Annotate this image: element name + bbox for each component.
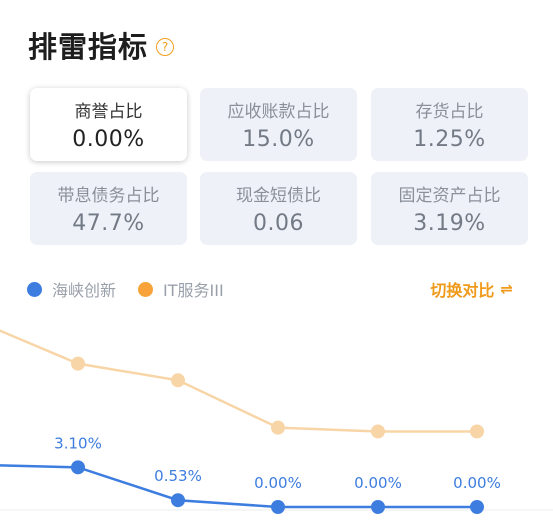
switch-compare-button[interactable]: 切换对比 ⇌ bbox=[430, 277, 513, 301]
data-point[interactable] bbox=[171, 373, 185, 388]
metric-value: 0.06 bbox=[253, 211, 304, 236]
data-label: 3.10% bbox=[54, 434, 102, 452]
switch-compare-label: 切换对比 bbox=[430, 281, 495, 300]
metric-label: 固定资产占比 bbox=[398, 186, 501, 206]
metric-card-fixed-assets[interactable]: 固定资产占比 3.19% bbox=[371, 172, 528, 245]
metric-label: 带息债务占比 bbox=[57, 186, 160, 206]
question-circle-icon[interactable]: ? bbox=[156, 38, 175, 56]
metric-card-inventory[interactable]: 存货占比 1.25% bbox=[371, 88, 528, 161]
data-label: 0.00% bbox=[254, 474, 302, 492]
data-point[interactable] bbox=[71, 460, 85, 475]
header: 排雷指标 ? bbox=[28, 24, 175, 66]
metric-value: 47.7% bbox=[72, 211, 145, 236]
metric-card-goodwill[interactable]: 商誉占比 0.00% bbox=[30, 88, 187, 161]
data-point[interactable] bbox=[470, 500, 484, 514]
data-point[interactable] bbox=[271, 500, 285, 514]
legend-dot-industry bbox=[138, 281, 154, 297]
legend-label-company: 海峡创新 bbox=[52, 281, 117, 300]
legend-dot-company bbox=[27, 281, 42, 297]
legend-label-industry: IT服务III bbox=[163, 281, 224, 300]
metric-card-cash-debt-ratio[interactable]: 现金短债比 0.06 bbox=[200, 172, 357, 245]
series-line-1 bbox=[0, 329, 477, 433]
data-point[interactable] bbox=[470, 424, 484, 439]
chart-legend: 海峡创新 IT服务III bbox=[27, 277, 246, 301]
metric-value: 15.0% bbox=[242, 127, 315, 152]
legend-item-industry[interactable]: IT服务III bbox=[138, 277, 224, 301]
metric-label: 存货占比 bbox=[415, 102, 484, 122]
metric-card-receivables[interactable]: 应收账款占比 15.0% bbox=[200, 88, 357, 161]
metric-card-interest-debt[interactable]: 带息债务占比 47.7% bbox=[30, 172, 187, 245]
data-label: 0.00% bbox=[453, 474, 501, 492]
data-point[interactable] bbox=[371, 500, 385, 514]
data-point[interactable] bbox=[171, 493, 185, 508]
swap-icon: ⇌ bbox=[500, 280, 513, 298]
chart-layer: 3.10% 0.53% 0.00% 0.00% 0.00% bbox=[0, 329, 501, 514]
metric-value: 1.25% bbox=[413, 127, 486, 152]
data-point[interactable] bbox=[71, 356, 85, 371]
series-line-0 bbox=[0, 464, 477, 509]
metric-label: 现金短债比 bbox=[236, 186, 321, 206]
metric-value: 3.19% bbox=[413, 211, 486, 236]
legend-item-company[interactable]: 海峡创新 bbox=[27, 277, 116, 301]
data-point[interactable] bbox=[371, 424, 385, 439]
metric-value: 0.00% bbox=[72, 127, 145, 152]
data-point[interactable] bbox=[271, 420, 285, 435]
data-label: 0.53% bbox=[154, 467, 202, 485]
data-label: 0.00% bbox=[354, 474, 402, 492]
page-title: 排雷指标 bbox=[28, 30, 149, 64]
metric-label: 商誉占比 bbox=[74, 102, 143, 122]
metric-label: 应收账款占比 bbox=[227, 102, 330, 122]
ratio-line-chart: 3.10% 0.53% 0.00% 0.00% 0.00% bbox=[0, 329, 553, 514]
